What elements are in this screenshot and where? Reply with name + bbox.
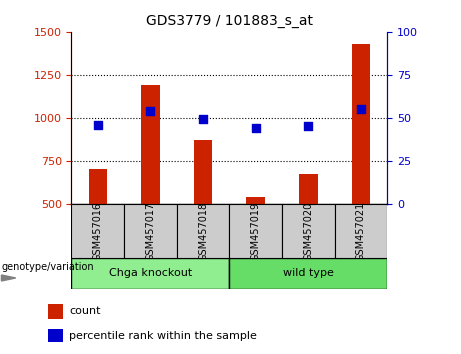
Text: GSM457019: GSM457019 (251, 201, 260, 261)
Text: GSM457021: GSM457021 (356, 201, 366, 261)
Bar (229, 204, 282, 258)
Bar (177, 204, 229, 258)
Bar (282, 204, 335, 258)
Text: genotype/variation: genotype/variation (1, 262, 94, 272)
Bar (229, 258, 387, 289)
Point (252, 125, 260, 131)
Title: GDS3779 / 101883_s_at: GDS3779 / 101883_s_at (146, 14, 313, 28)
Point (199, 116, 207, 122)
Bar (352, 44, 370, 204)
Bar (299, 175, 318, 204)
Text: GSM457016: GSM457016 (93, 201, 103, 261)
Point (305, 124, 312, 129)
Bar (89, 169, 107, 204)
Bar (247, 197, 265, 204)
Text: wild type: wild type (283, 268, 334, 279)
Bar (48, 304, 63, 319)
Text: GSM457020: GSM457020 (303, 201, 313, 261)
Polygon shape (1, 275, 16, 281)
Text: GSM457017: GSM457017 (145, 201, 155, 261)
Bar (71, 204, 124, 258)
Bar (124, 204, 177, 258)
Text: percentile rank within the sample: percentile rank within the sample (69, 331, 257, 341)
Bar (194, 140, 212, 204)
Bar (141, 85, 160, 204)
Point (94, 122, 101, 127)
Bar (48, 329, 63, 342)
Point (357, 106, 365, 112)
Text: count: count (69, 306, 101, 316)
Text: Chga knockout: Chga knockout (109, 268, 192, 279)
Bar (71, 258, 229, 289)
Bar (335, 204, 387, 258)
Point (147, 108, 154, 114)
Text: GSM457018: GSM457018 (198, 201, 208, 261)
